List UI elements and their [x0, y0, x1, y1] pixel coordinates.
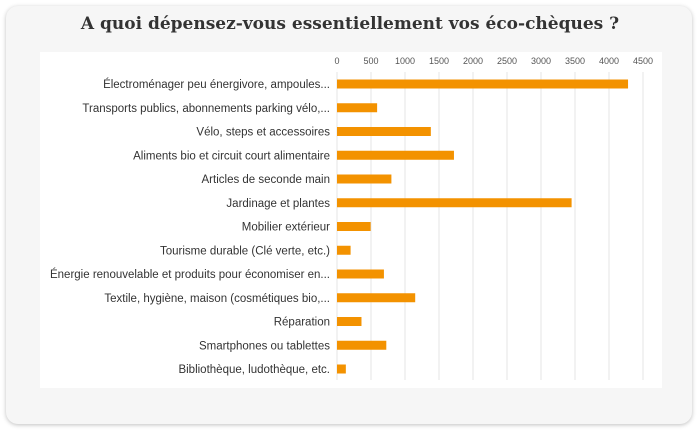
category-label: Réparation [274, 317, 330, 329]
x-tick-label: 3500 [565, 56, 585, 66]
bar [337, 79, 629, 89]
x-tick-label: 0 [334, 56, 339, 66]
category-label: Articles de seconde main [202, 174, 330, 186]
category-label: Transports publics, abonnements parking … [82, 103, 330, 115]
bar [337, 364, 346, 374]
x-tick-label: 4500 [633, 56, 653, 66]
category-label: Textile, hygiène, maison (cosmétiques bi… [104, 293, 330, 305]
x-tick-label: 3000 [531, 56, 551, 66]
category-label: Mobilier extérieur [242, 222, 330, 234]
category-label: Jardinage et plantes [226, 198, 330, 210]
bar [337, 222, 371, 231]
bar [337, 317, 362, 326]
bar [337, 269, 384, 279]
bar [337, 174, 392, 184]
bar [337, 150, 454, 160]
bar [337, 293, 416, 303]
category-label: Vélo, steps et accessoires [196, 127, 330, 139]
x-tick-label: 2000 [463, 56, 483, 66]
bar [337, 127, 431, 136]
category-label: Smartphones ou tablettes [199, 340, 330, 352]
bar [337, 245, 351, 255]
x-tick-label: 500 [363, 56, 378, 66]
category-label: Électroménager peu énergivore, ampoules.… [103, 78, 330, 91]
chart-title: A quoi dépensez-vous essentiellement vos… [80, 14, 620, 34]
category-label: Tourisme durable (Clé verte, etc.) [160, 245, 330, 257]
category-label: Aliments bio et circuit court alimentair… [133, 150, 330, 162]
bar [337, 198, 572, 208]
x-tick-label: 4000 [599, 56, 619, 66]
bar [337, 340, 387, 350]
x-tick-label: 1500 [429, 56, 449, 66]
category-label: Énergie renouvelable et produits pour éc… [50, 268, 330, 281]
category-label: Bibliothèque, ludothèque, etc. [178, 364, 330, 376]
x-tick-label: 2500 [497, 56, 517, 66]
x-tick-label: 1000 [395, 56, 415, 66]
bar [337, 103, 378, 113]
